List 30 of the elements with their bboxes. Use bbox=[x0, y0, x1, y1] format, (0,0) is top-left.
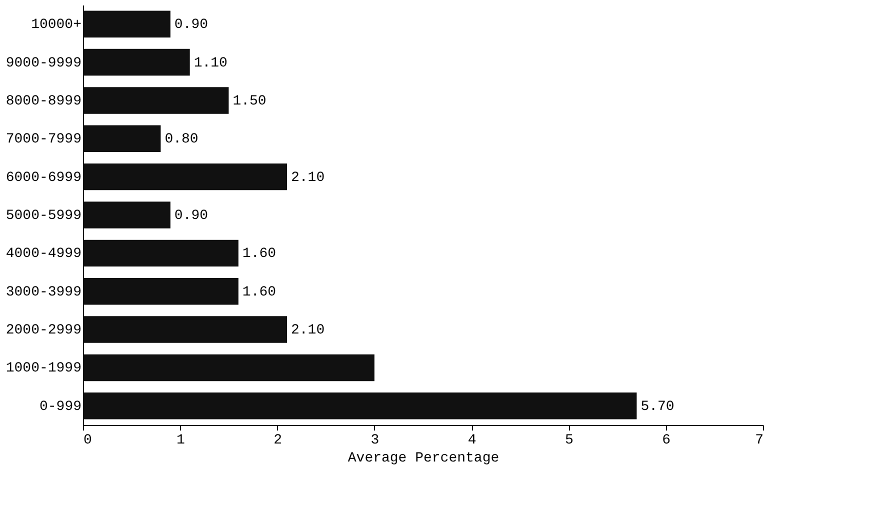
x-tick-label: 5 bbox=[565, 432, 574, 448]
x-tick-label: 7 bbox=[755, 432, 764, 448]
data-label: 5.70 bbox=[640, 398, 674, 415]
y-tick-label: 0-999 bbox=[39, 398, 82, 415]
data-label: 0.90 bbox=[174, 208, 208, 224]
y-tick-label: 7000-7999 bbox=[6, 132, 82, 148]
data-label: 1.60 bbox=[242, 284, 276, 300]
y-tick-label: 6000-6999 bbox=[6, 170, 82, 186]
data-label: 1.60 bbox=[242, 246, 276, 262]
data-label: 0.90 bbox=[174, 17, 208, 34]
data-label: 1.10 bbox=[194, 55, 228, 72]
x-tick-label: 6 bbox=[662, 432, 671, 448]
y-tick-label: 8000-8999 bbox=[6, 93, 82, 110]
y-tick-label: 3000-3999 bbox=[6, 284, 82, 300]
y-tick-label: 5000-5999 bbox=[6, 208, 82, 224]
x-tick-label: 1 bbox=[176, 432, 185, 448]
y-tick-label: 10000+ bbox=[31, 17, 82, 34]
data-label: 0.80 bbox=[164, 132, 198, 148]
y-tick-label: 1000-1999 bbox=[6, 360, 82, 377]
x-tick-label: 2 bbox=[274, 432, 282, 448]
data-label: 2.10 bbox=[291, 170, 325, 186]
y-tick-label: 9000-9999 bbox=[6, 55, 82, 72]
x-tick-label: 3 bbox=[370, 432, 380, 448]
y-tick-label: 2000-2999 bbox=[6, 322, 82, 339]
data-label: 1.50 bbox=[232, 93, 266, 110]
x-tick-label: 4 bbox=[468, 432, 476, 448]
x-tick-label: 0 bbox=[84, 432, 92, 448]
y-tick-label: 4000-4999 bbox=[6, 246, 82, 262]
x-axis-title: Average Percentage bbox=[348, 450, 500, 466]
data-label: 2.10 bbox=[291, 322, 325, 339]
